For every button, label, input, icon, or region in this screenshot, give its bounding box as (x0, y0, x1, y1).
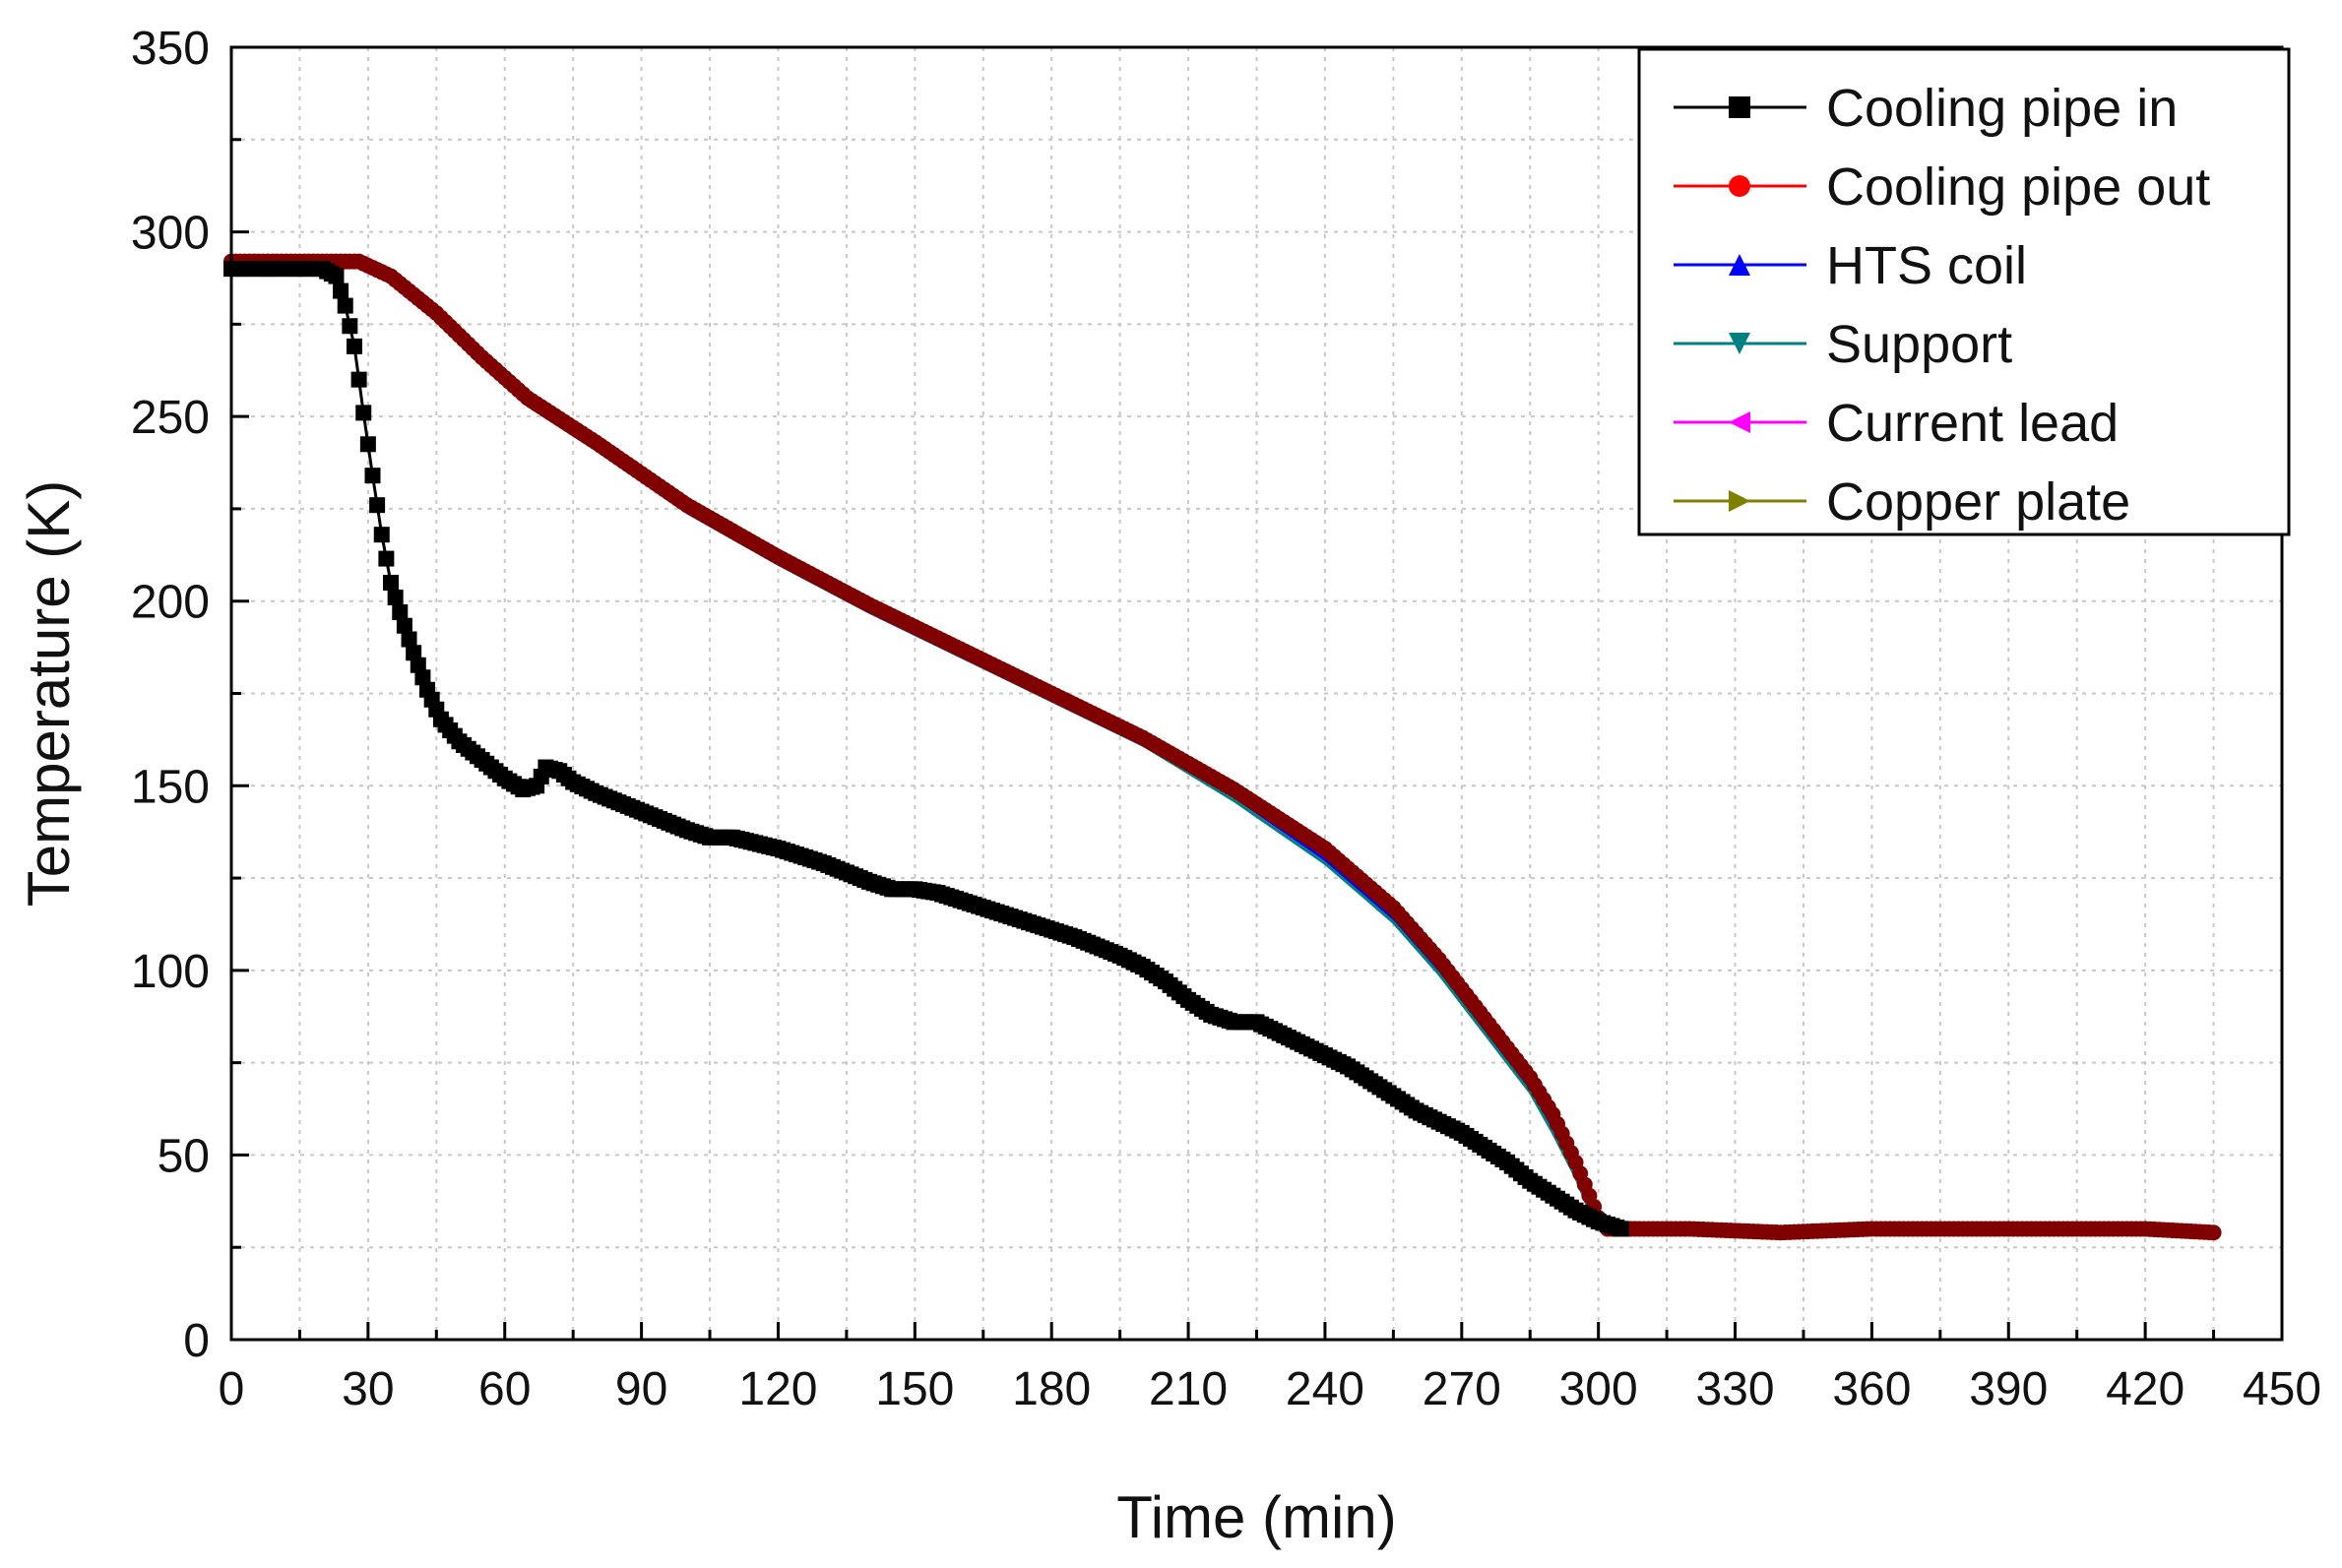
y-tick-label: 100 (131, 946, 210, 998)
y-tick-label: 300 (131, 208, 210, 260)
x-tick-label: 180 (1012, 1363, 1091, 1415)
x-tick-label: 270 (1423, 1363, 1501, 1415)
y-tick-label: 0 (183, 1315, 210, 1367)
x-tick-label: 210 (1149, 1363, 1228, 1415)
y-tick-label: 200 (131, 577, 210, 629)
legend-marker (1729, 490, 1750, 512)
legend-label: Support (1826, 315, 2012, 374)
y-axis-title: Temperature (K) (16, 480, 82, 907)
x-tick-label: 30 (342, 1363, 394, 1415)
legend-item: Support (1674, 315, 2012, 374)
x-tick-label: 300 (1559, 1363, 1638, 1415)
legend-item: Cooling pipe out (1674, 157, 2210, 217)
legend-label: Cooling pipe in (1826, 79, 2178, 138)
legend-marker (1729, 254, 1750, 276)
legend-box (1637, 47, 2291, 536)
grid-layer (231, 47, 2282, 1340)
x-tick-label: 330 (1695, 1363, 1774, 1415)
x-axis-title: Time (min) (1116, 1484, 1396, 1550)
x-tick-label: 90 (615, 1363, 667, 1415)
x-tick-label: 360 (1832, 1363, 1911, 1415)
axes-layer: 0 30 60 90 120 150 180 210 240 270 300 330 360 390 420… (131, 23, 2321, 1415)
legend-label: Current lead (1826, 394, 2119, 453)
series-cooling-pipe-in-markers (223, 261, 1629, 1237)
x-tick-label: 60 (478, 1363, 531, 1415)
legend-item: Current lead (1674, 394, 2119, 453)
legend-item: HTS coil (1674, 236, 2027, 295)
data-point (2205, 1224, 2222, 1241)
legend-marker (1729, 333, 1750, 354)
legend-marker (1729, 96, 1750, 118)
y-tick-label: 250 (131, 392, 210, 444)
y-tick-label: 150 (131, 761, 210, 813)
x-tick-label: 450 (2243, 1363, 2321, 1415)
y-tick-label: 350 (131, 23, 210, 75)
legend-item: Copper plate (1674, 472, 2130, 532)
x-tick-label: 240 (1286, 1363, 1364, 1415)
legend-label: Cooling pipe out (1826, 157, 2210, 217)
x-tick-label: 420 (2106, 1363, 2184, 1415)
legend-marker (1729, 175, 1750, 197)
legend-label: HTS coil (1826, 236, 2027, 295)
legend-item: Cooling pipe in (1674, 79, 2178, 138)
x-tick-label: 0 (219, 1363, 245, 1415)
x-tick-label: 390 (1969, 1363, 2048, 1415)
series-line (231, 268, 1622, 1230)
series-layer (223, 253, 2222, 1241)
x-tick-label: 120 (738, 1363, 817, 1415)
legend-label: Copper plate (1826, 472, 2130, 532)
x-tick-label: 150 (875, 1363, 954, 1415)
legend-marker (1729, 411, 1750, 433)
legend: Cooling pipe in Cooling pipe out HTS coil S… (1637, 47, 2291, 536)
y-tick-label: 50 (158, 1130, 210, 1182)
